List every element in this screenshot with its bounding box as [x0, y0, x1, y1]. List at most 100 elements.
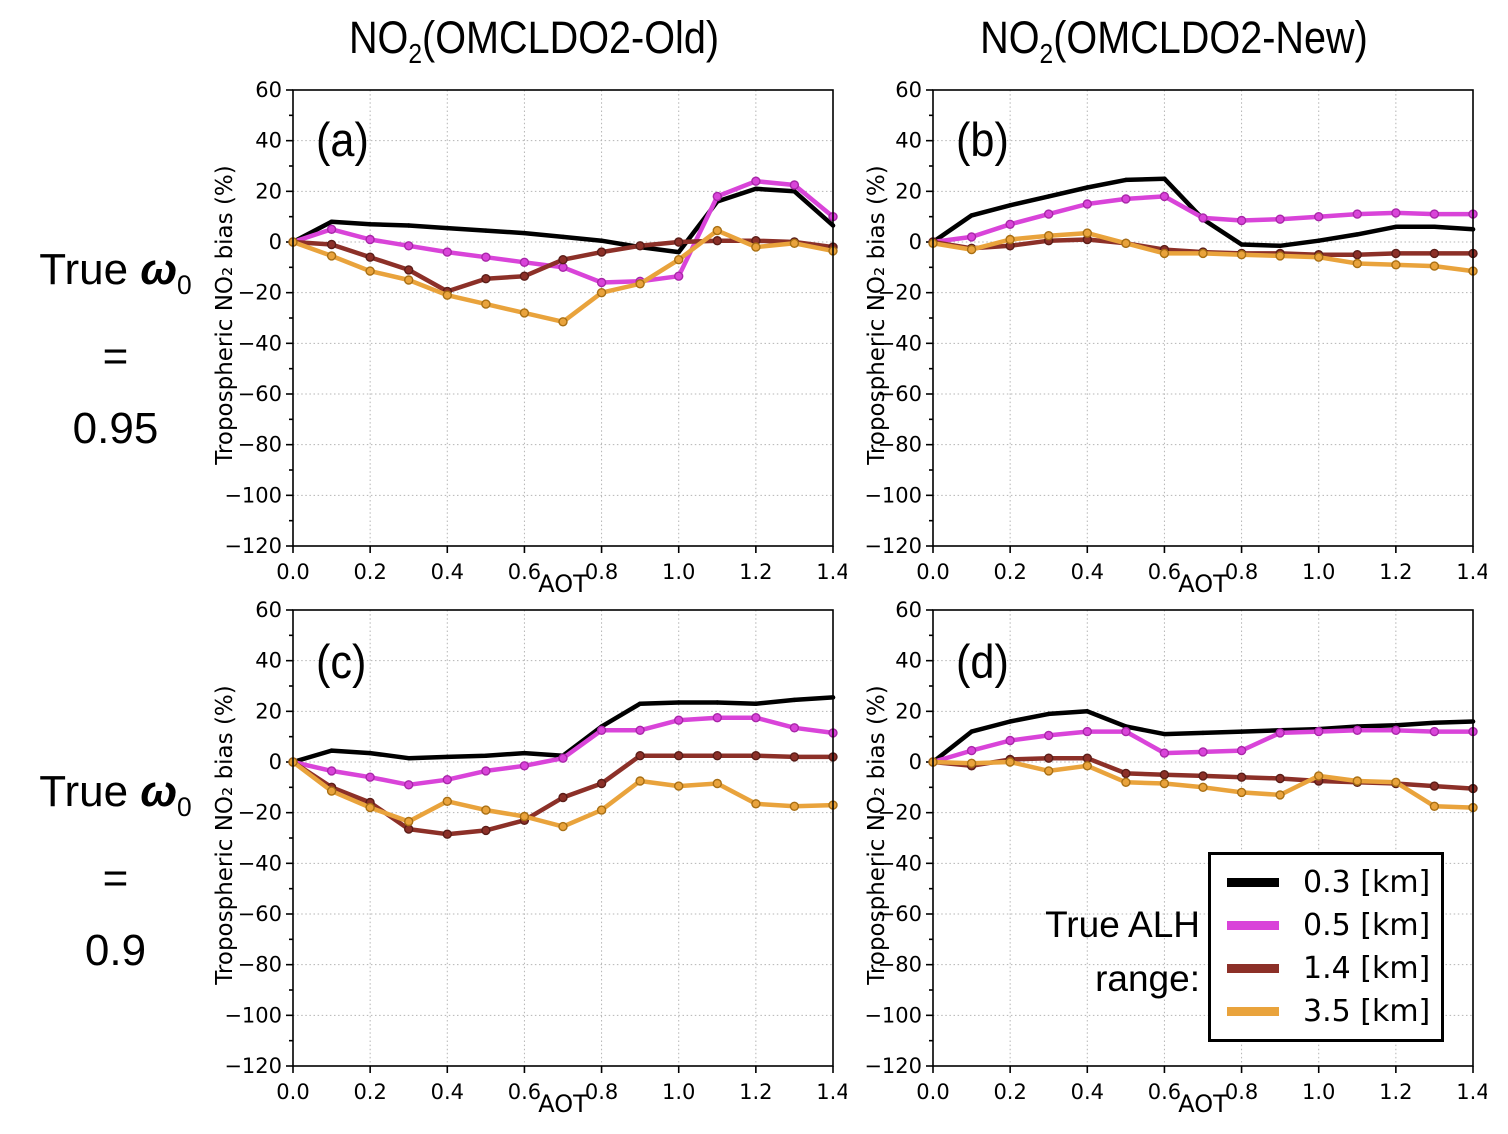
- series-marker-3.5 [km]: [966, 244, 977, 255]
- series-marker-0.3 [km]: [1316, 238, 1321, 243]
- row-label-equals: =: [102, 331, 129, 381]
- series-marker-1.4 [km]: [558, 254, 568, 265]
- series-marker-0.5 [km]: [519, 761, 530, 771]
- x-tick-label: 1.4: [816, 560, 847, 584]
- series-marker-3.5 [km]: [966, 758, 977, 769]
- series-marker-0.3 [km]: [792, 697, 797, 703]
- series-marker-0.5 [km]: [1198, 747, 1208, 757]
- series-marker-0.3 [km]: [1239, 729, 1244, 734]
- series-marker-1.4 [km]: [1429, 248, 1440, 259]
- series-marker-3.5 [km]: [674, 254, 684, 265]
- series-marker-0.5 [km]: [1275, 214, 1285, 224]
- x-tick-label: 0.6: [508, 1080, 541, 1104]
- series-marker-3.5 [km]: [1314, 252, 1324, 262]
- legend-swatch-0.3km: [1227, 878, 1279, 887]
- y-tick-label: 20: [255, 179, 282, 203]
- title-subscript: 2: [1039, 38, 1054, 69]
- x-tick-label: 1.2: [739, 1080, 772, 1104]
- y-tick-label: 60: [255, 78, 282, 102]
- series-marker-0.3 [km]: [1007, 203, 1013, 208]
- column-title-new: NO2(OMCLDO2-New): [899, 12, 1450, 70]
- series-marker-3.5 [km]: [1236, 787, 1247, 798]
- series-marker-0.5 [km]: [966, 232, 977, 242]
- series-marker-0.5 [km]: [403, 780, 414, 790]
- series-marker-0.5 [km]: [635, 725, 645, 736]
- x-tick-label: 0.2: [353, 560, 386, 584]
- series-marker-3.5 [km]: [1159, 248, 1170, 259]
- series-marker-0.5 [km]: [1159, 748, 1170, 758]
- y-tick-label: −120: [224, 1054, 282, 1078]
- y-tick-label: −80: [238, 433, 282, 457]
- series-marker-1.4 [km]: [1275, 773, 1285, 784]
- series-marker-0.5 [km]: [712, 191, 722, 202]
- series-marker-3.5 [km]: [1198, 782, 1208, 793]
- row-label-omega-095: True ω0 = 0.95: [8, 234, 223, 465]
- series-marker-3.5 [km]: [1429, 801, 1440, 812]
- series-marker-1.4 [km]: [635, 750, 645, 761]
- legend-label: 3.5 [km]: [1303, 994, 1431, 1029]
- legend-swatch-0.5km: [1227, 921, 1279, 930]
- legend-swatch-3.5km: [1227, 1007, 1279, 1016]
- series-line-3.5 [km]: [290, 228, 836, 325]
- series-marker-3.5 [km]: [789, 238, 800, 249]
- y-tick-label: −60: [238, 902, 282, 926]
- row-label-omega-09: True ω0 = 0.9: [8, 756, 223, 987]
- series-marker-0.5 [km]: [751, 712, 761, 723]
- series-marker-0.3 [km]: [1239, 242, 1244, 247]
- series-marker-0.3 [km]: [715, 700, 720, 705]
- series-marker-0.5 [km]: [674, 271, 684, 281]
- x-axis-label-d: AOT: [1178, 1090, 1228, 1118]
- series-marker-0.3 [km]: [637, 701, 643, 706]
- series-marker-0.3 [km]: [1046, 711, 1051, 717]
- series-marker-0.3 [km]: [1085, 185, 1090, 190]
- series-marker-0.5 [km]: [481, 252, 491, 262]
- y-tick-label: −100: [864, 483, 922, 507]
- legend-entry: 0.5 [km]: [1211, 908, 1441, 943]
- series-marker-3.5 [km]: [558, 317, 568, 327]
- y-tick-label: 0: [269, 750, 282, 774]
- series-marker-1.4 [km]: [1429, 781, 1440, 791]
- x-tick-label: 0.8: [585, 1080, 618, 1104]
- legend-title: True ALH range:: [950, 898, 1200, 1006]
- series-marker-0.5 [km]: [1198, 213, 1208, 223]
- series-marker-3.5 [km]: [1352, 776, 1362, 786]
- y-tick-label: −80: [238, 953, 282, 977]
- y-tick-label: −120: [864, 534, 922, 558]
- series-marker-3.5 [km]: [1275, 790, 1285, 800]
- y-axis-label-c: Tropospheric NO₂ bias (%): [212, 685, 238, 985]
- y-tick-label: 40: [895, 649, 922, 673]
- plot-border: [292, 89, 834, 547]
- series-marker-0.3 [km]: [1123, 177, 1129, 183]
- series-marker-3.5 [km]: [789, 801, 800, 812]
- x-tick-label: 0.2: [353, 1080, 386, 1104]
- series-marker-1.4 [km]: [712, 235, 722, 246]
- series-marker-0.3 [km]: [1046, 194, 1051, 199]
- y-tick-label: 0: [269, 230, 282, 254]
- series-marker-1.4 [km]: [596, 247, 607, 257]
- y-tick-label: −120: [864, 1054, 922, 1078]
- series-marker-1.4 [km]: [403, 824, 414, 834]
- panel-letter-a: (a): [316, 113, 369, 166]
- y-tick-label: −40: [878, 851, 922, 875]
- series-marker-0.3 [km]: [406, 756, 411, 761]
- row-label-equals: =: [102, 853, 129, 903]
- y-tick-label: 60: [895, 78, 922, 102]
- series-marker-3.5 [km]: [519, 811, 530, 822]
- series-marker-3.5 [km]: [519, 308, 530, 318]
- x-tick-label: 1.2: [1379, 1080, 1412, 1104]
- series-marker-3.5 [km]: [1005, 234, 1015, 245]
- panel-letter-b: (b): [956, 113, 1009, 166]
- legend-title-line1: True ALH: [1045, 904, 1200, 945]
- series-marker-0.3 [km]: [367, 222, 373, 227]
- x-tick-label: 0.6: [1148, 560, 1181, 584]
- series-marker-3.5 [km]: [712, 225, 722, 236]
- series-marker-0.5 [km]: [326, 766, 337, 776]
- series-marker-0.5 [km]: [1005, 219, 1015, 230]
- series-marker-0.5 [km]: [1391, 725, 1401, 736]
- y-tick-label: −100: [224, 1003, 282, 1027]
- series-marker-0.5 [km]: [403, 241, 414, 251]
- series-marker-0.3 [km]: [599, 238, 604, 243]
- y-tick-label: 20: [895, 699, 922, 723]
- series-marker-0.5 [km]: [751, 176, 761, 186]
- x-tick-label: 0.4: [1071, 560, 1104, 584]
